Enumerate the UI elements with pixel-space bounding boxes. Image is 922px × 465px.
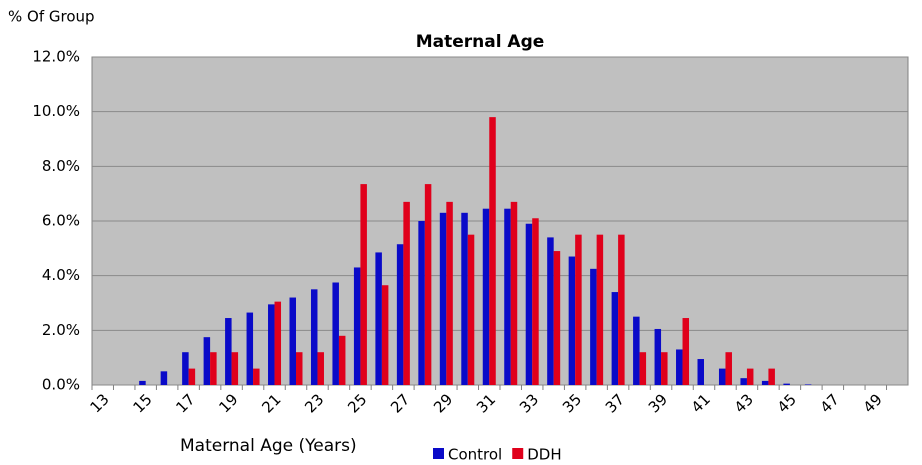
y-tick-label: 12.0% (32, 48, 80, 66)
x-tick-label: 15 (129, 390, 155, 416)
x-tick-label: 49 (860, 390, 886, 416)
y-tick-label: 8.0% (42, 157, 80, 175)
bar (633, 316, 640, 385)
bar (360, 184, 367, 385)
bar (504, 208, 511, 385)
x-tick-label: 39 (645, 390, 671, 416)
bar (446, 201, 453, 385)
x-tick-label: 41 (688, 390, 714, 416)
bar (547, 237, 554, 385)
bar (246, 312, 254, 385)
x-tick-label: 23 (301, 390, 327, 416)
x-tick-label: 27 (387, 390, 413, 416)
bar (160, 371, 168, 385)
bar (210, 352, 217, 385)
bar (532, 218, 539, 385)
bar (768, 368, 775, 385)
bar (804, 384, 812, 385)
bar (482, 208, 490, 385)
x-tick-label: 19 (215, 390, 241, 416)
bar (289, 297, 296, 385)
bar (182, 352, 189, 385)
y-tick-label: 10.0% (32, 102, 80, 120)
bar (746, 368, 754, 385)
y-tick-label: 6.0% (42, 212, 80, 230)
bar (418, 221, 425, 385)
x-tick-label: 45 (774, 390, 800, 416)
x-tick-label: 37 (602, 390, 628, 416)
bar (375, 252, 382, 385)
legend-swatch (433, 448, 444, 459)
bar (718, 368, 726, 385)
x-tick-label: 35 (559, 390, 585, 416)
bar (188, 368, 196, 385)
legend-label: Control (448, 446, 502, 464)
y-axis-label: % Of Group (8, 8, 95, 26)
bar (439, 212, 447, 385)
bar (253, 368, 260, 385)
x-tick-label: 33 (516, 390, 542, 416)
bar (461, 212, 468, 385)
bar (310, 289, 318, 385)
x-axis-label: Maternal Age (Years) (180, 436, 357, 456)
bar (676, 349, 683, 385)
bar (525, 223, 533, 385)
bar (225, 318, 232, 385)
legend-label: DDH (527, 446, 561, 464)
bar (353, 267, 361, 385)
bar (618, 234, 625, 385)
x-tick-label: 29 (430, 390, 456, 416)
bar (274, 301, 282, 385)
x-tick-label: 31 (473, 390, 499, 416)
bar (639, 352, 647, 385)
bar (231, 352, 239, 385)
bar (654, 328, 662, 385)
x-tick-label: 13 (87, 390, 113, 416)
bar (596, 234, 604, 385)
bar (611, 292, 619, 385)
bar (396, 244, 404, 385)
bar (510, 201, 518, 385)
x-tick-label: 43 (731, 390, 757, 416)
bar (203, 337, 211, 385)
bar (403, 201, 410, 385)
y-tick-label: 4.0% (42, 266, 80, 284)
bar (682, 318, 690, 385)
x-tick-label: 25 (344, 390, 370, 416)
bar (697, 359, 704, 385)
bar (296, 352, 303, 385)
bar (761, 380, 769, 385)
bar (575, 234, 582, 385)
bar (553, 251, 561, 385)
y-tick-label: 2.0% (42, 321, 80, 339)
bar (317, 352, 324, 385)
bar (661, 352, 668, 385)
bar (268, 304, 275, 385)
bar (590, 268, 597, 385)
chart-title: Maternal Age (416, 32, 545, 52)
bar (338, 335, 346, 385)
bar (489, 117, 496, 385)
bar (725, 352, 732, 385)
bar (467, 234, 475, 385)
bar (381, 285, 389, 385)
bar (424, 184, 432, 385)
bar (139, 380, 146, 385)
bar (568, 256, 576, 385)
legend-swatch (512, 448, 524, 459)
x-tick-label: 17 (172, 390, 198, 416)
x-tick-label: 21 (258, 390, 284, 416)
bar (783, 383, 790, 385)
x-tick-label: 47 (817, 390, 843, 416)
y-tick-label: 0.0% (42, 376, 80, 394)
bar (332, 282, 339, 385)
bar (740, 378, 747, 385)
